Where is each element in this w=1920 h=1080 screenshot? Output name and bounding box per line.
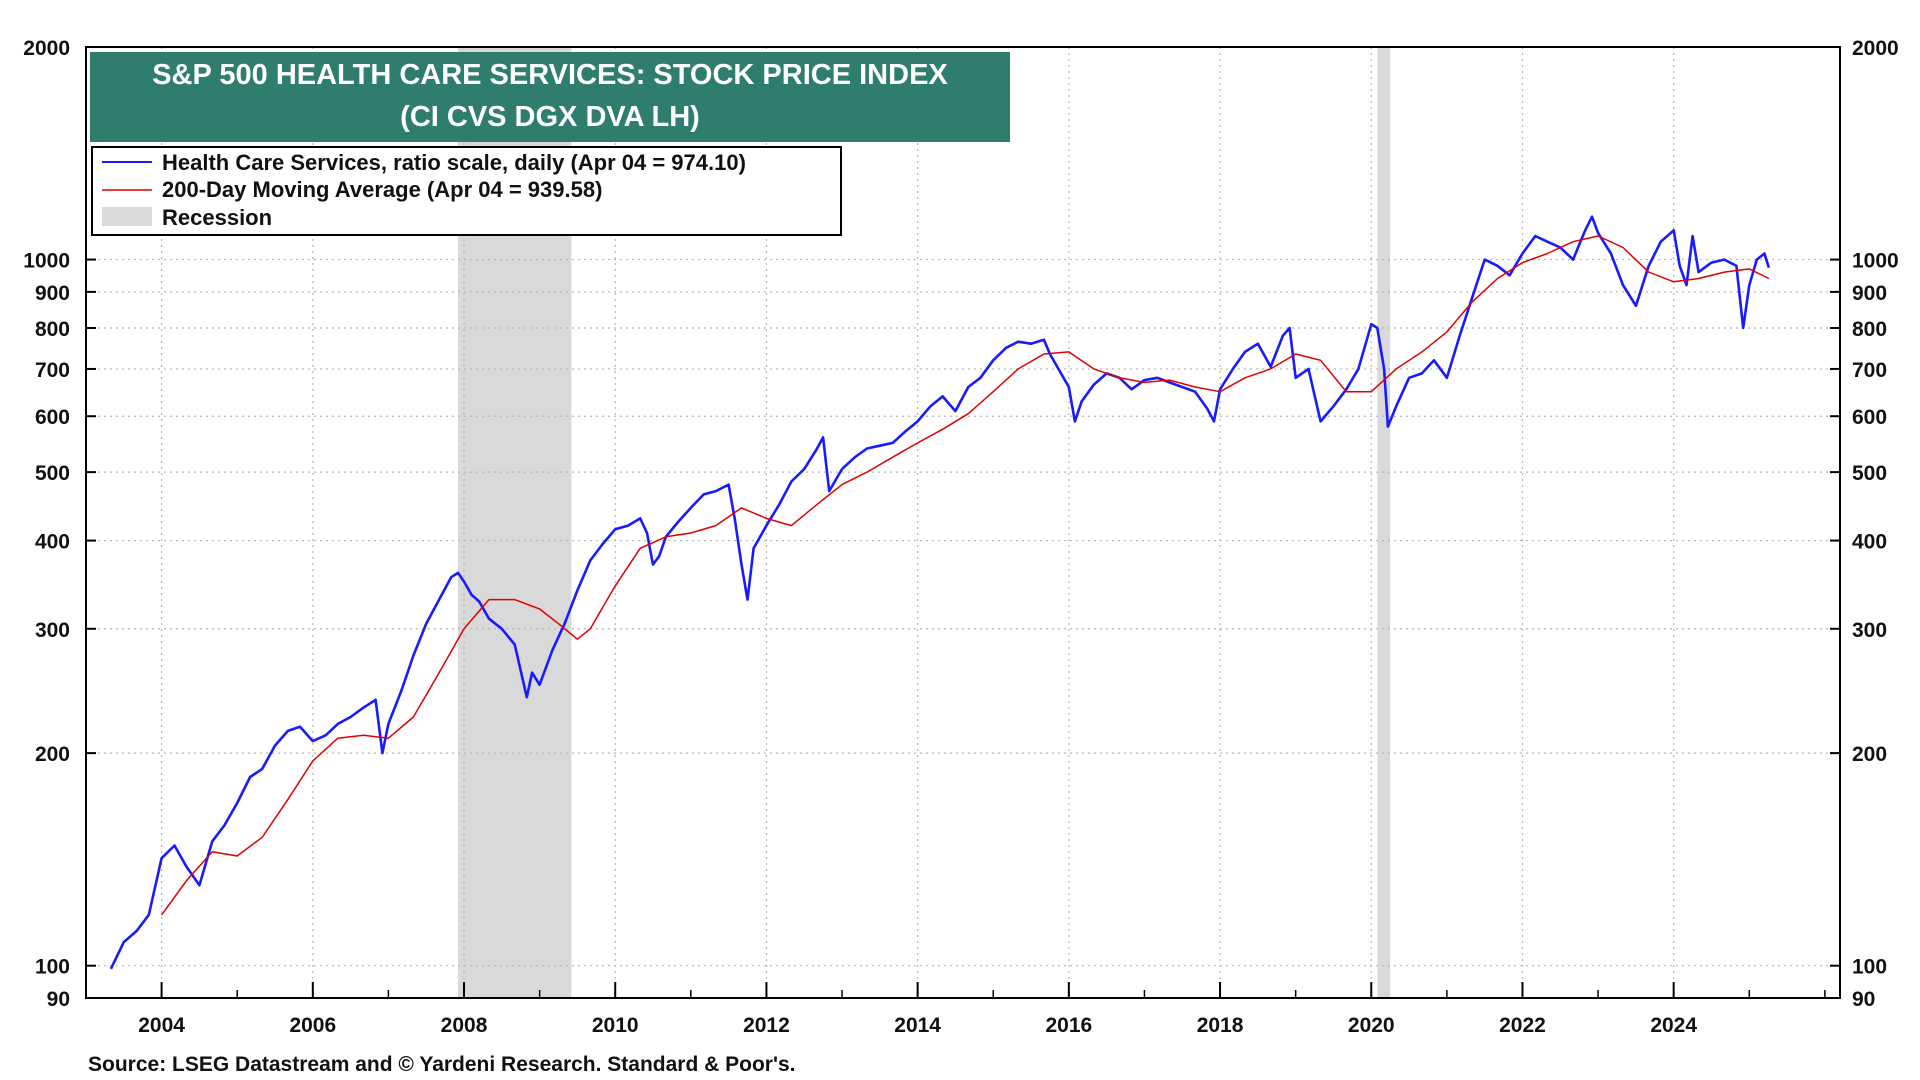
y-tick-label-left-100: 100 bbox=[35, 956, 70, 979]
x-tick-label-2008: 2008 bbox=[441, 1014, 488, 1037]
y-tick-label-right-200: 200 bbox=[1852, 743, 1887, 766]
y-tick-label-left-600: 600 bbox=[35, 406, 70, 429]
y-tick-label-right-1000: 1000 bbox=[1852, 250, 1899, 273]
legend-swatch-recession bbox=[102, 207, 152, 226]
plot-frame bbox=[85, 46, 1841, 999]
legend-label-recession: Recession bbox=[162, 205, 272, 230]
axis-ticks: 90 90 100 100 200 200 300 300 400 400 500 500 600 600… bbox=[23, 37, 1898, 1037]
x-tick-label-2010: 2010 bbox=[592, 1014, 639, 1037]
chart-subtitle: (CI CVS DGX DVA LH) bbox=[400, 101, 700, 133]
y-tick-label-left-900: 900 bbox=[35, 282, 70, 305]
y-tick-label-left-400: 400 bbox=[35, 531, 70, 554]
x-tick-label-2004: 2004 bbox=[138, 1014, 185, 1037]
x-tick-label-2012: 2012 bbox=[743, 1014, 790, 1037]
y-tick-label-left-800: 800 bbox=[35, 318, 70, 341]
legend-label-moving-average: 200-Day Moving Average (Apr 04 = 939.58) bbox=[162, 177, 602, 202]
series-lines bbox=[109, 215, 1771, 970]
series-line-health-care-services bbox=[109, 215, 1771, 970]
y-tick-label-right-600: 600 bbox=[1852, 406, 1887, 429]
y-tick-label-right-700: 700 bbox=[1852, 359, 1887, 382]
x-tick-label-2022: 2022 bbox=[1499, 1014, 1546, 1037]
legend-box bbox=[91, 146, 842, 236]
x-tick-label-2016: 2016 bbox=[1045, 1014, 1092, 1037]
y-tick-label-right-90: 90 bbox=[1852, 988, 1875, 1011]
recession-band-1 bbox=[1377, 47, 1391, 998]
y-tick-label-left-500: 500 bbox=[35, 462, 70, 485]
y-tick-label-right-800: 800 bbox=[1852, 318, 1887, 341]
y-tick-label-left-200: 200 bbox=[35, 743, 70, 766]
x-tick-label-2020: 2020 bbox=[1348, 1014, 1395, 1037]
y-tick-label-left-700: 700 bbox=[35, 359, 70, 382]
y-tick-label-left-90: 90 bbox=[47, 988, 70, 1011]
y-tick-label-right-2000: 2000 bbox=[1852, 37, 1899, 60]
y-tick-label-right-300: 300 bbox=[1852, 619, 1887, 642]
x-tick-label-2018: 2018 bbox=[1197, 1014, 1244, 1037]
legend: Health Care Services, ratio scale, daily… bbox=[91, 146, 842, 236]
y-tick-label-left-2000: 2000 bbox=[23, 37, 70, 60]
chart-title: S&P 500 HEALTH CARE SERVICES: STOCK PRIC… bbox=[152, 59, 948, 91]
y-tick-label-right-100: 100 bbox=[1852, 956, 1887, 979]
y-tick-label-right-500: 500 bbox=[1852, 462, 1887, 485]
x-tick-label-2006: 2006 bbox=[289, 1014, 336, 1037]
x-tick-label-2014: 2014 bbox=[894, 1014, 941, 1037]
y-tick-label-left-300: 300 bbox=[35, 619, 70, 642]
title-background bbox=[90, 52, 1010, 142]
source-note: Source: LSEG Datastream and © Yardeni Re… bbox=[88, 1053, 795, 1076]
y-tick-label-right-900: 900 bbox=[1852, 282, 1887, 305]
y-tick-label-left-1000: 1000 bbox=[23, 250, 70, 273]
series-line-200-day-moving-average bbox=[160, 235, 1770, 916]
legend-label-health-care: Health Care Services, ratio scale, daily… bbox=[162, 150, 746, 175]
x-tick-label-2024: 2024 bbox=[1650, 1014, 1697, 1037]
title-box: S&P 500 HEALTH CARE SERVICES: STOCK PRIC… bbox=[90, 52, 1010, 142]
y-tick-label-right-400: 400 bbox=[1852, 531, 1887, 554]
